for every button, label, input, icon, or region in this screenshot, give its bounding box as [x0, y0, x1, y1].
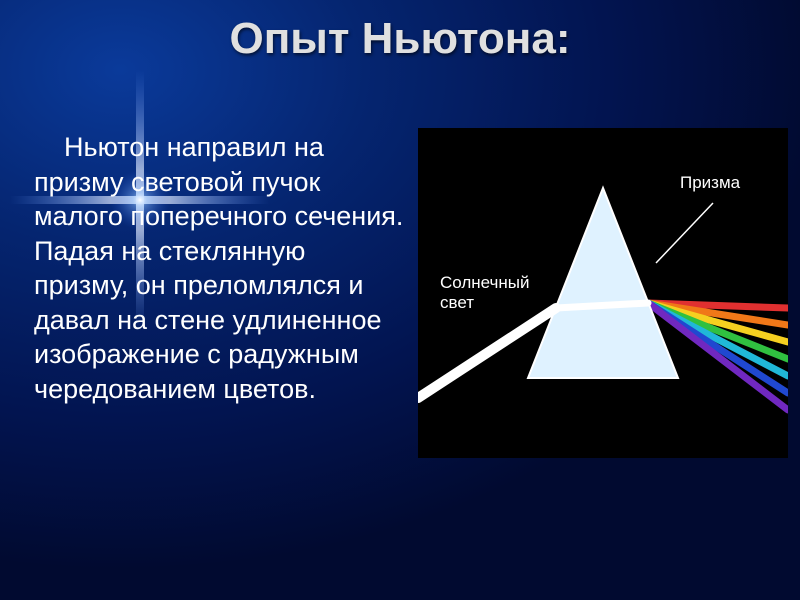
slide-body-text: Ньютон направил на призму световой пучок…: [34, 130, 404, 406]
svg-text:Призма: Призма: [680, 173, 741, 192]
slide-title: Опыт Ньютона:: [0, 14, 800, 64]
prism-diagram: Призма Солнечныйсвет: [418, 128, 788, 458]
svg-text:свет: свет: [440, 293, 474, 312]
prism-svg: Призма Солнечныйсвет: [418, 128, 788, 458]
svg-text:Солнечный: Солнечный: [440, 273, 530, 292]
